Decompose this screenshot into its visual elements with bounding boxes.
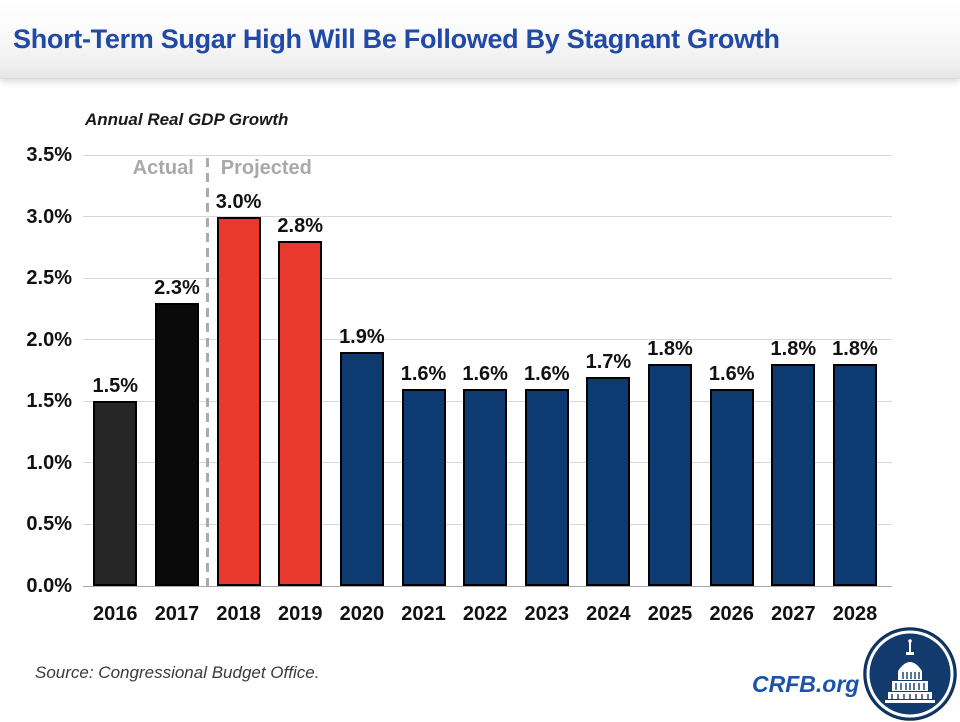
bar-2018 — [216, 216, 261, 586]
bar-2022 — [463, 388, 508, 586]
bar-2025 — [648, 364, 693, 586]
bar-2017 — [154, 302, 199, 586]
y-axis-tick-label: 2.5% — [26, 267, 72, 290]
y-axis-tick-label: 2.0% — [26, 328, 72, 351]
bar-2024 — [586, 376, 631, 586]
bar-2028 — [832, 364, 877, 586]
page-title: Short-Term Sugar High Will Be Followed B… — [13, 24, 780, 54]
bar-value-label: 1.9% — [339, 326, 385, 349]
gridline — [83, 277, 892, 279]
bar-value-label: 1.6% — [708, 362, 755, 385]
crfb-capitol-logo-icon — [863, 627, 957, 721]
bar-2023 — [524, 388, 569, 586]
bar-value-label: 3.0% — [215, 190, 262, 213]
chart-subtitle: Annual Real GDP Growth — [85, 110, 289, 129]
bar-value-label: 1.6% — [462, 362, 508, 385]
x-axis-year-label: 2021 — [401, 603, 446, 625]
x-axis-year-label: 2025 — [647, 603, 693, 625]
bar-2016 — [93, 401, 138, 586]
x-axis-year-label: 2018 — [216, 603, 261, 625]
bar-2020 — [339, 352, 384, 586]
y-axis-tick-label: 0.5% — [26, 513, 72, 536]
x-axis-year-label: 2027 — [771, 603, 816, 625]
y-axis-tick-label: 3.0% — [26, 205, 72, 228]
y-axis-tick-label: 1.5% — [26, 390, 72, 413]
actual-phase-label: Actual — [132, 157, 194, 179]
y-axis-tick-label: 3.5% — [26, 144, 72, 166]
x-axis-year-label: 2022 — [462, 603, 508, 625]
source-note: Source: Congressional Budget Office. — [35, 663, 320, 682]
bar-value-label: 2.3% — [154, 276, 200, 299]
x-axis-year-label: 2019 — [277, 603, 323, 625]
projected-phase-label: Projected — [220, 157, 312, 179]
gridline — [83, 216, 892, 218]
bar-2021 — [401, 388, 446, 586]
bar-value-label: 1.6% — [523, 362, 570, 385]
x-axis-year-label: 2028 — [832, 603, 878, 625]
bar-value-label: 1.8% — [832, 338, 878, 361]
bar-value-label: 1.7% — [585, 350, 632, 373]
x-axis-year-label: 2026 — [709, 603, 754, 625]
x-axis-year-label: 2024 — [586, 603, 631, 625]
brand-text: CRFB.org — [752, 671, 860, 697]
bar-2026 — [709, 388, 754, 586]
bar-2027 — [771, 364, 816, 586]
x-axis-year-label: 2017 — [154, 603, 200, 625]
y-axis-tick-label: 0.0% — [26, 575, 72, 597]
x-axis-year-label: 2016 — [93, 603, 138, 625]
actual-projected-divider-line — [206, 158, 210, 586]
bar-value-label: 1.8% — [770, 338, 817, 361]
x-axis-year-label: 2020 — [339, 603, 385, 625]
bar-value-label: 1.6% — [400, 362, 447, 385]
bar-2019 — [278, 241, 323, 586]
y-axis-tick-label: 1.0% — [26, 451, 72, 474]
bar-value-label: 1.8% — [647, 338, 693, 361]
bar-value-label: 1.5% — [92, 375, 139, 398]
gridline — [83, 154, 892, 156]
x-axis-year-label: 2023 — [524, 603, 570, 625]
bar-value-label: 2.8% — [277, 215, 324, 238]
gridline — [83, 339, 892, 341]
title-banner: Short-Term Sugar High Will Be Followed B… — [0, 0, 960, 79]
gridline — [83, 585, 892, 587]
